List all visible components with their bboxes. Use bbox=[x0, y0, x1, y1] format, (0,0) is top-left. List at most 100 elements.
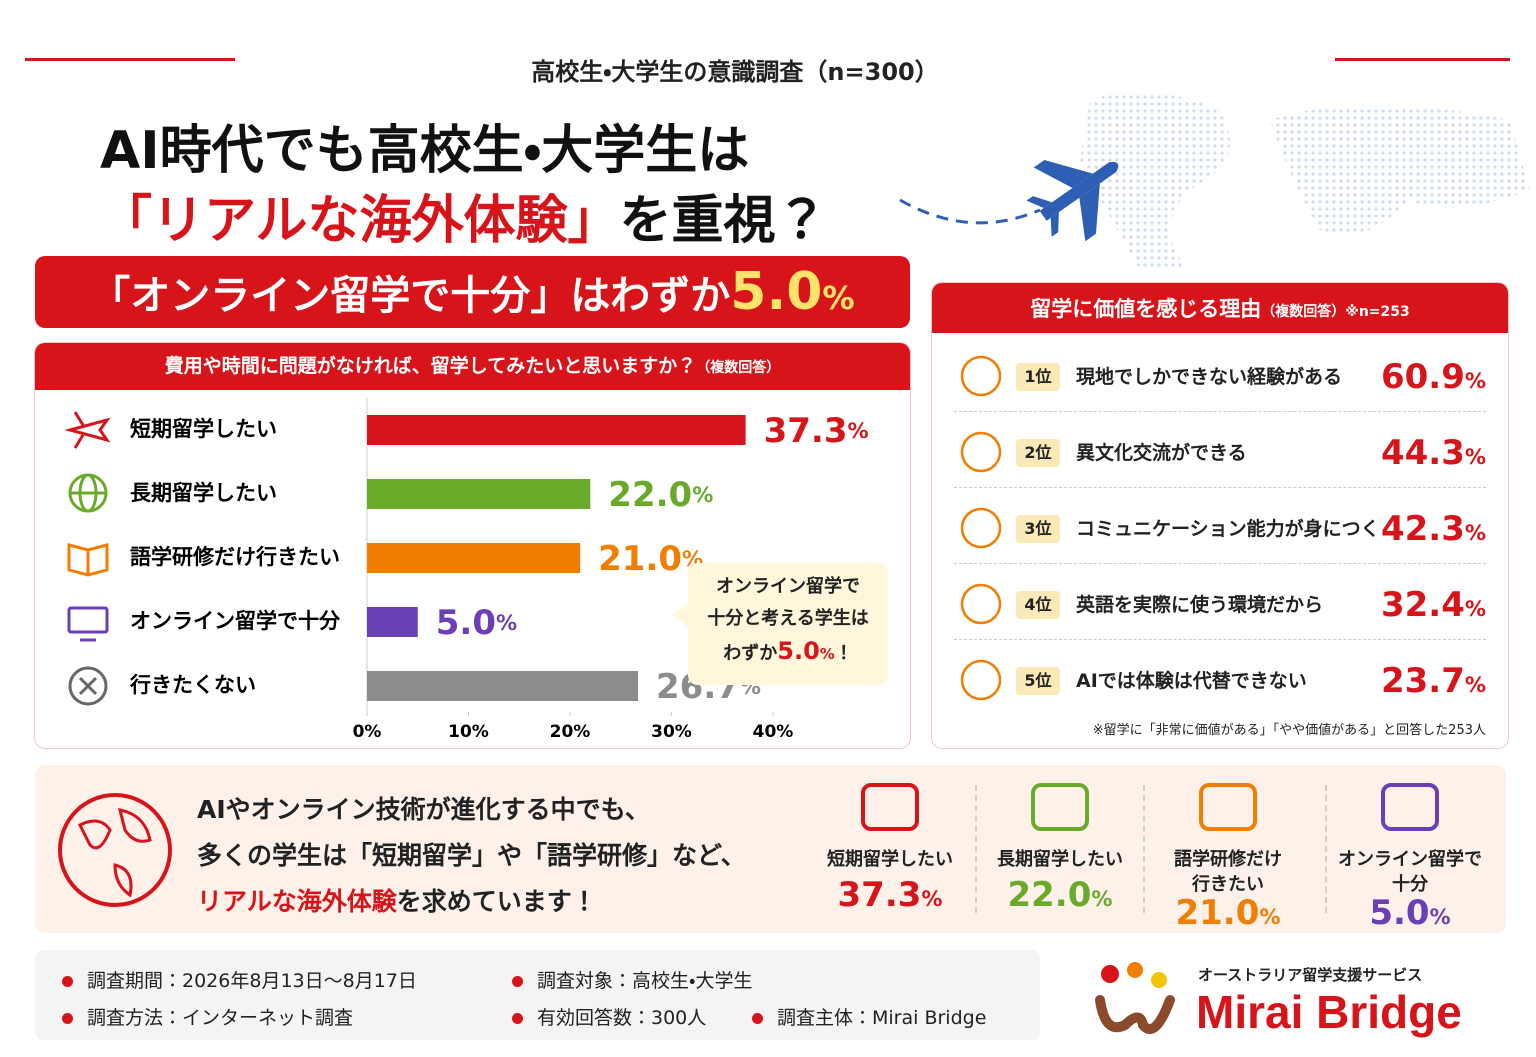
ranking-row: 2位 異文化交流ができる 44.3% bbox=[954, 417, 1486, 488]
summary-line: リアルな海外体験を求めています！ bbox=[197, 879, 746, 925]
divider bbox=[1325, 785, 1327, 913]
callout-text: オンライン留学で bbox=[716, 576, 860, 597]
summary-label-line: 語学研修だけ bbox=[1174, 849, 1282, 870]
ranking-icon bbox=[960, 583, 1002, 625]
summary-label: オンライン留学で 十分 bbox=[1326, 847, 1494, 897]
ranking-footnote: ※留学に「非常に価値がある」「やや価値がある」と回答した253人 bbox=[1092, 723, 1486, 738]
x-tick-label: 30% bbox=[651, 722, 692, 742]
summary-label-line: 長期留学したい bbox=[997, 849, 1123, 870]
ranking-row: 4位 英語を実際に使う環境だから 32.4% bbox=[954, 569, 1486, 640]
divider bbox=[1143, 785, 1145, 913]
reason-value: 23.7% bbox=[1380, 661, 1486, 701]
summary-value: 21.0% bbox=[1175, 893, 1281, 933]
ranking-row: 5位 AIでは体験は代替できない 23.7% bbox=[954, 645, 1486, 715]
headline: AI時代でも高校生・大学生は bbox=[100, 121, 750, 181]
banner-text: 「オンライン留学で十分」はわずか bbox=[90, 273, 731, 319]
summary-panel: AIやオンライン技術が進化する中でも、 多くの学生は「短期留学」や「語学研修」な… bbox=[35, 765, 1506, 933]
reason-label: コミュニケーション能力が身につく bbox=[1076, 518, 1380, 540]
reason-value: 60.9% bbox=[1380, 357, 1486, 397]
summary-icon bbox=[861, 783, 919, 831]
icon-shape bbox=[1031, 783, 1089, 831]
chart: 0% 10% 20% 30% 40% 短期留学したい 37.3% 長期留学したい 22.0% 語学… bbox=[64, 398, 869, 742]
icon-shape bbox=[960, 355, 1002, 397]
category-label: 長期留学したい bbox=[130, 481, 277, 505]
bar bbox=[367, 671, 639, 701]
logo-name: Mirai Bridge bbox=[1196, 986, 1462, 1038]
footer-item: 有効回答数：300人 bbox=[512, 1003, 706, 1030]
footer-item: 調査主体：Mirai Bridge bbox=[752, 1003, 986, 1030]
x-tick-label: 20% bbox=[550, 722, 591, 742]
rank-badge: 5位 bbox=[1016, 667, 1060, 695]
category-label: 語学研修だけ行きたい bbox=[130, 545, 340, 569]
summary-accent: リアルな海外体験 bbox=[197, 887, 397, 916]
bar bbox=[367, 543, 581, 573]
headline-rest: を重視？ bbox=[619, 191, 828, 251]
ranking-icon bbox=[960, 659, 1002, 701]
summary-line: 多くの学生は「短期留学」や「語学研修」など、 bbox=[197, 841, 746, 870]
summary-icon bbox=[1381, 783, 1439, 831]
banner-value: 5.0% bbox=[730, 262, 855, 322]
reason-label: 異文化交流ができる bbox=[1076, 442, 1247, 464]
rank-badge: 1位 bbox=[1016, 363, 1060, 391]
chart-subtitle: （複数回答） bbox=[696, 360, 781, 376]
bar bbox=[367, 415, 746, 445]
headline: 「リアルな海外体験」を重視？ bbox=[100, 178, 828, 253]
summary-icon bbox=[1199, 783, 1257, 831]
summary-label: 短期留学したい bbox=[806, 847, 974, 872]
rank-badge: 4位 bbox=[1016, 591, 1060, 619]
divider bbox=[975, 785, 977, 913]
logo-tagline: オーストラリア留学支援サービス bbox=[1198, 966, 1423, 984]
rank-badge: 3位 bbox=[1016, 515, 1060, 543]
callout-suffix: ！ bbox=[834, 643, 853, 664]
globe-icon bbox=[58, 793, 172, 907]
value-label: 5.0% bbox=[436, 603, 517, 643]
icon-shape bbox=[1381, 783, 1439, 831]
footer-item: 調査期間：2026年8月13日～8月17日 bbox=[62, 966, 417, 993]
headline-accent: 「リアルな海外体験」 bbox=[100, 191, 620, 251]
rank-badge: 2位 bbox=[1016, 439, 1060, 467]
ranking-row: 1位 現地でしかできない経験がある 60.9% bbox=[954, 341, 1486, 412]
category-label: 短期留学したい bbox=[130, 417, 277, 441]
survey-label: 高校生・大学生の意識調査（n=300） bbox=[531, 58, 939, 86]
ranking-note: （複数回答）※n=253 bbox=[1261, 304, 1410, 320]
icon-shape bbox=[1199, 783, 1257, 831]
summary-label: 長期留学したい bbox=[976, 847, 1144, 872]
icon-shape bbox=[960, 507, 1002, 549]
category-label: オンライン留学で十分 bbox=[130, 609, 341, 633]
bar bbox=[367, 479, 591, 509]
reason-value: 42.3% bbox=[1380, 509, 1486, 549]
ranking-panel: 留学に価値を感じる理由（複数回答）※n=253 ※留学に「非常に価値がある」「や… bbox=[932, 283, 1508, 748]
logo-mark bbox=[1095, 962, 1175, 1034]
ranking-icon bbox=[960, 431, 1002, 473]
callout-pointer bbox=[672, 603, 688, 627]
x-tick-label: 10% bbox=[448, 722, 489, 742]
summary-label-line: 十分 bbox=[1392, 874, 1428, 895]
chart-panel: 費用や時間に問題がなければ、留学してみたいと思いますか？（複数回答） 0% 10%… bbox=[35, 343, 910, 748]
summary-icon bbox=[1031, 783, 1089, 831]
callout-value: 5.0% bbox=[777, 637, 835, 665]
x-tick-label: 0% bbox=[353, 722, 382, 742]
summary-value: 37.3% bbox=[837, 875, 943, 915]
reason-label: AIでは体験は代替できない bbox=[1076, 670, 1307, 692]
map-decoration bbox=[899, 92, 1530, 270]
ranking-header: 留学に価値を感じる理由（複数回答）※n=253 bbox=[932, 283, 1508, 333]
category-label: 行きたくない bbox=[129, 673, 256, 697]
summary-label: 語学研修だけ 行きたい bbox=[1144, 847, 1312, 897]
summary-value: 22.0% bbox=[1007, 875, 1113, 915]
ranking-title: 留学に価値を感じる理由 bbox=[1030, 297, 1262, 321]
ranking-icon bbox=[960, 355, 1002, 397]
icon-shape bbox=[960, 659, 1002, 701]
icon-shape bbox=[960, 431, 1002, 473]
summary-label-line: 行きたい bbox=[1192, 874, 1264, 895]
summary-text: AIやオンライン技術が進化する中でも、 多くの学生は「短期留学」や「語学研修」な… bbox=[197, 787, 746, 925]
summary-item: オンライン留学で 十分 5.0% bbox=[1326, 765, 1494, 933]
summary-item: 長期留学したい 22.0% bbox=[976, 765, 1144, 933]
reason-value: 32.4% bbox=[1380, 585, 1486, 625]
callout-text: わずか5.0%！ bbox=[688, 635, 888, 670]
icon-shape bbox=[960, 583, 1002, 625]
category-icons bbox=[64, 411, 111, 706]
callout-prefix: わずか bbox=[723, 643, 778, 664]
value-label: 22.0% bbox=[608, 475, 713, 515]
reason-label: 現地でしかできない経験がある bbox=[1076, 366, 1343, 388]
